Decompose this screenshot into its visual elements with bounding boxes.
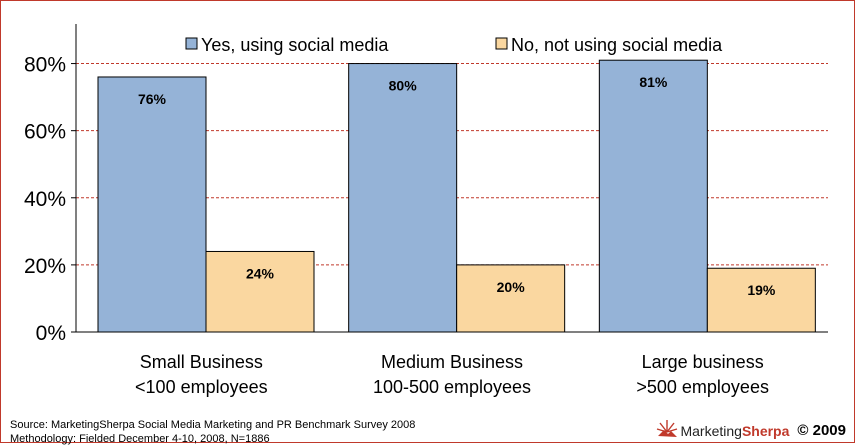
x-tick-label: <100 employees bbox=[135, 377, 268, 397]
legend-label: No, not using social media bbox=[511, 35, 723, 55]
legend-swatch bbox=[185, 37, 198, 50]
x-tick-label: >500 employees bbox=[636, 377, 769, 397]
x-tick-label: 100-500 employees bbox=[373, 377, 531, 397]
y-tick-label: 40% bbox=[24, 188, 66, 211]
y-tick-label: 80% bbox=[24, 54, 66, 77]
y-tick-label: 20% bbox=[24, 255, 66, 278]
bar bbox=[598, 59, 708, 333]
data-label: 80% bbox=[389, 78, 418, 94]
chart-footer: Source: MarketingSherpa Social Media Mar… bbox=[10, 418, 415, 446]
bar bbox=[456, 264, 566, 333]
brand-name-marketing: Marketing bbox=[680, 422, 742, 439]
data-label: 19% bbox=[747, 282, 776, 298]
x-tick-label: Large business bbox=[642, 352, 764, 372]
x-tick-label: Small Business bbox=[140, 352, 263, 372]
brand-logo: Marketing Sherpa © 2009 bbox=[656, 418, 846, 443]
bar bbox=[97, 76, 207, 333]
data-label: 81% bbox=[639, 74, 668, 90]
sunburst-icon bbox=[656, 418, 678, 443]
brand-name-sherpa: Sherpa bbox=[741, 422, 790, 439]
bar bbox=[205, 250, 315, 333]
legend-swatch bbox=[495, 37, 508, 50]
data-label: 24% bbox=[246, 265, 275, 281]
y-tick-label: 0% bbox=[36, 322, 66, 345]
bar bbox=[348, 63, 458, 333]
x-tick-label: Medium Business bbox=[381, 352, 523, 372]
source-note: Source: MarketingSherpa Social Media Mar… bbox=[10, 419, 416, 431]
methodology-note: Methodology: Fielded December 4-10, 2008… bbox=[10, 433, 270, 445]
bar bbox=[706, 267, 816, 333]
data-label: 76% bbox=[138, 91, 167, 107]
y-tick-label: 60% bbox=[24, 121, 66, 144]
legend-label: Yes, using social media bbox=[201, 35, 389, 55]
data-label: 20% bbox=[497, 279, 526, 295]
copyright: © 2009 bbox=[797, 422, 846, 439]
